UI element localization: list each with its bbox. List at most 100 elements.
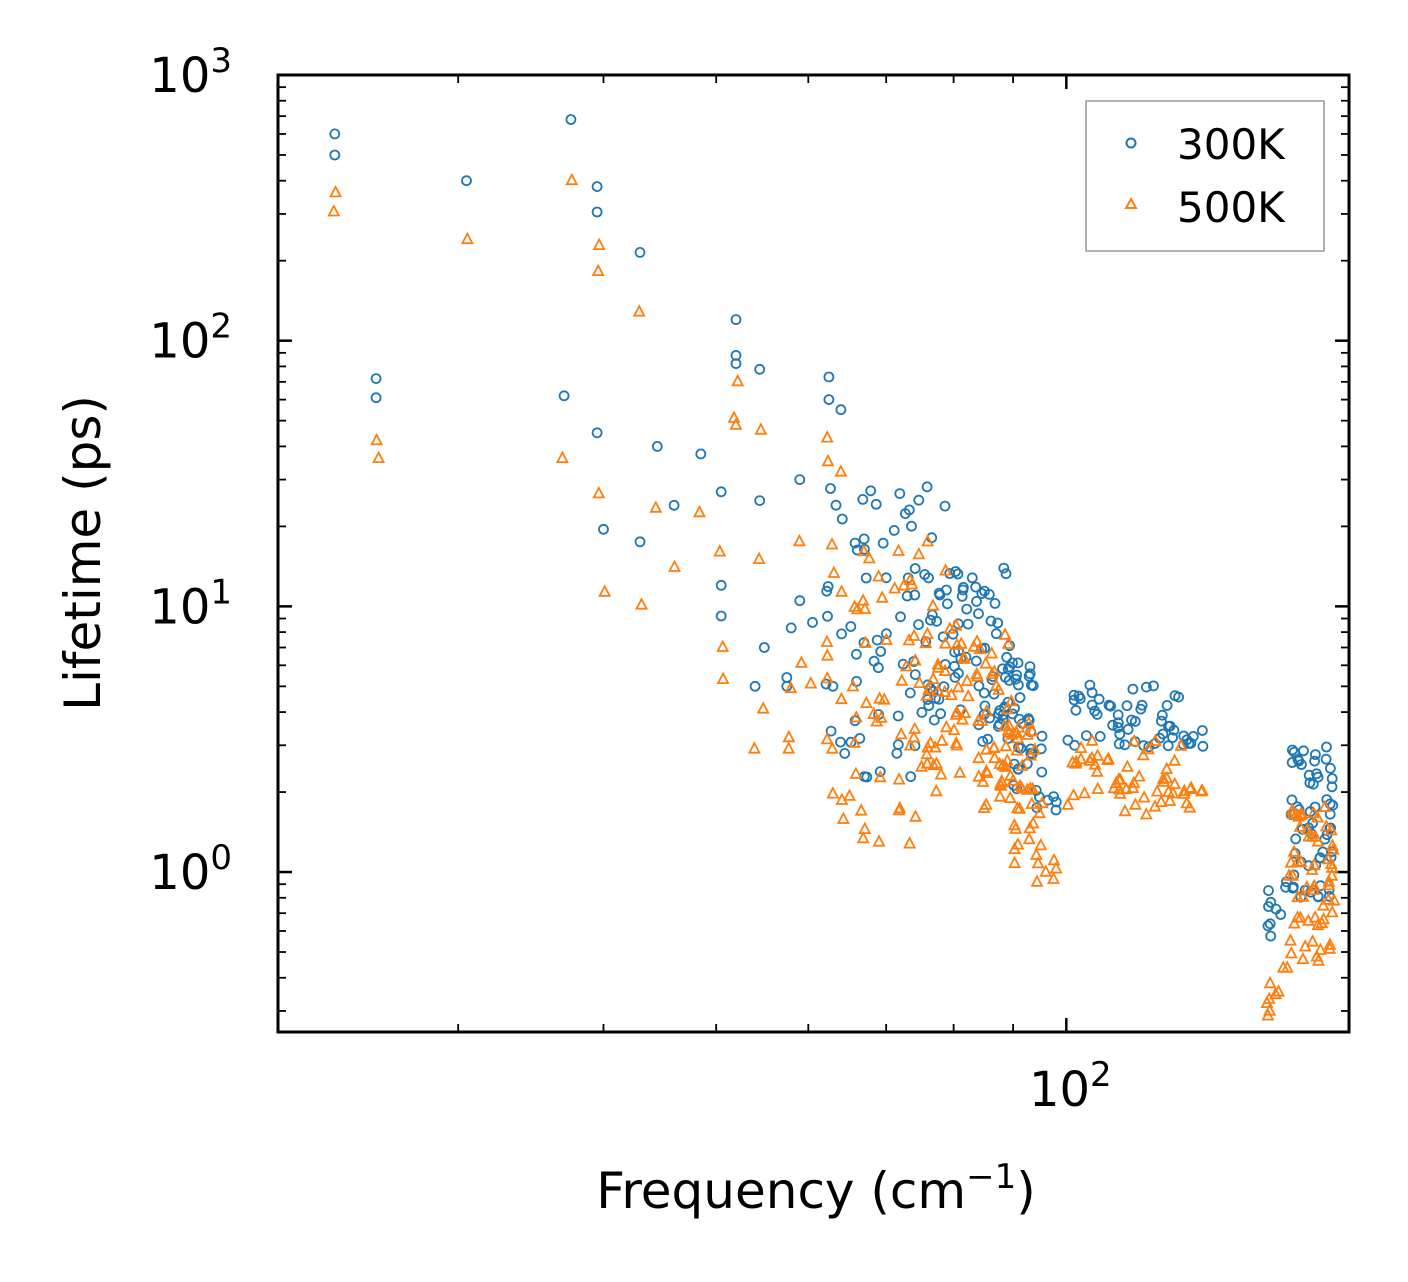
point-300k-260 — [1169, 690, 1181, 702]
point-500k-36 — [859, 695, 873, 709]
point-500k-152 — [970, 666, 984, 680]
point-500k-103 — [873, 691, 887, 704]
point-500k-217 — [1049, 861, 1063, 874]
point-500k-15 — [693, 504, 706, 518]
point-500k-116 — [980, 765, 994, 779]
point-300k-118 — [935, 708, 946, 720]
point-300k-202 — [1002, 663, 1014, 675]
point-300k-337 — [1287, 882, 1299, 894]
point-500k-86 — [858, 601, 872, 614]
point-300k-72 — [865, 485, 877, 497]
point-500k-215 — [1008, 855, 1022, 869]
legend-label-500k: 500K — [1177, 183, 1286, 232]
point-500k-212 — [1035, 795, 1049, 809]
point-500k-78 — [908, 653, 922, 666]
point-500k-199 — [1006, 773, 1020, 786]
point-300k-79 — [875, 646, 887, 657]
point-500k-269 — [1183, 781, 1197, 795]
point-300k-44 — [905, 771, 917, 782]
point-300k-73 — [894, 488, 906, 500]
point-300k-309 — [1310, 749, 1321, 760]
point-300k-5 — [565, 114, 577, 125]
point-300k-2 — [370, 373, 382, 385]
point-300k-201 — [1024, 668, 1036, 680]
point-500k-48 — [903, 738, 917, 751]
point-500k-318 — [1287, 844, 1301, 857]
point-300k-84 — [857, 493, 869, 505]
point-300k-238 — [1112, 722, 1124, 733]
point-300k-124 — [992, 617, 1004, 629]
point-300k-107 — [861, 771, 873, 783]
point-300k-232 — [1122, 724, 1134, 735]
point-300k-82 — [870, 498, 882, 510]
point-300k-168 — [982, 733, 994, 745]
point-500k-0 — [329, 184, 343, 198]
point-300k-49 — [845, 621, 857, 632]
point-500k-247 — [1078, 785, 1091, 799]
point-300k-244 — [1094, 731, 1106, 742]
point-500k-323 — [1307, 882, 1321, 895]
point-300k-112 — [925, 614, 936, 626]
point-500k-312 — [1286, 868, 1300, 881]
point-500k-106 — [826, 786, 840, 799]
point-500k-5 — [565, 172, 579, 186]
point-500k-175 — [1021, 727, 1034, 740]
legend: 300K 500K — [1085, 100, 1325, 252]
point-500k-214 — [1008, 841, 1022, 855]
point-500k-292 — [1287, 916, 1301, 929]
point-300k-173 — [1011, 669, 1023, 681]
point-300k-339 — [1263, 885, 1274, 896]
point-500k-93 — [926, 598, 940, 611]
point-300k-23 — [754, 495, 766, 507]
point-300k-241 — [1086, 699, 1098, 711]
point-300k-29 — [794, 474, 806, 486]
point-500k-209 — [1031, 855, 1045, 869]
point-500k-308 — [1293, 819, 1307, 832]
point-500k-189 — [1025, 796, 1039, 809]
point-500k-45 — [873, 769, 887, 783]
point-300k-240 — [1148, 680, 1159, 692]
point-500k-261 — [1101, 751, 1115, 764]
point-300k-14 — [668, 499, 680, 511]
point-300k-290 — [1287, 744, 1298, 756]
point-500k-320 — [1326, 842, 1340, 855]
point-500k-44 — [903, 836, 917, 849]
point-300k-130 — [952, 568, 964, 580]
point-300k-265 — [1112, 709, 1124, 721]
point-500k-50 — [820, 648, 834, 661]
point-500k-37 — [849, 710, 863, 723]
point-300k-330 — [1321, 741, 1332, 753]
point-500k-253 — [1174, 738, 1188, 751]
point-500k-14 — [668, 559, 681, 572]
point-500k-126 — [947, 722, 961, 736]
point-500k-184 — [996, 758, 1010, 771]
point-500k-4 — [460, 231, 474, 245]
legend-label-300k: 300K — [1177, 120, 1286, 169]
point-300k-251 — [1086, 687, 1098, 698]
x-axis-label: Frequency (cm−1) — [596, 1157, 1036, 1220]
point-300k-273 — [1197, 725, 1208, 736]
point-300k-0 — [329, 128, 341, 140]
point-300k-8 — [591, 206, 603, 218]
point-300k-167 — [998, 562, 1010, 574]
point-500k-3 — [372, 450, 386, 464]
point-500k-166 — [979, 656, 993, 669]
point-500k-303 — [1319, 819, 1333, 832]
point-300k-115 — [989, 598, 1001, 609]
point-500k-257 — [1166, 786, 1180, 799]
point-500k-133 — [970, 634, 984, 647]
point-500k-47 — [820, 670, 834, 684]
point-300k-30 — [794, 595, 806, 607]
point-500k-243 — [1127, 775, 1141, 788]
point-300k-282 — [1290, 833, 1302, 845]
point-500k-244 — [1091, 781, 1105, 794]
point-500k-266 — [1160, 770, 1174, 784]
point-500k-194 — [1002, 725, 1016, 738]
point-500k-330 — [1318, 799, 1332, 812]
point-500k-276 — [1180, 795, 1194, 809]
point-500k-255 — [1148, 799, 1162, 812]
point-500k-104 — [879, 632, 893, 645]
point-300k-75 — [913, 619, 924, 630]
point-500k-123 — [920, 756, 934, 769]
point-500k-18 — [716, 671, 730, 684]
